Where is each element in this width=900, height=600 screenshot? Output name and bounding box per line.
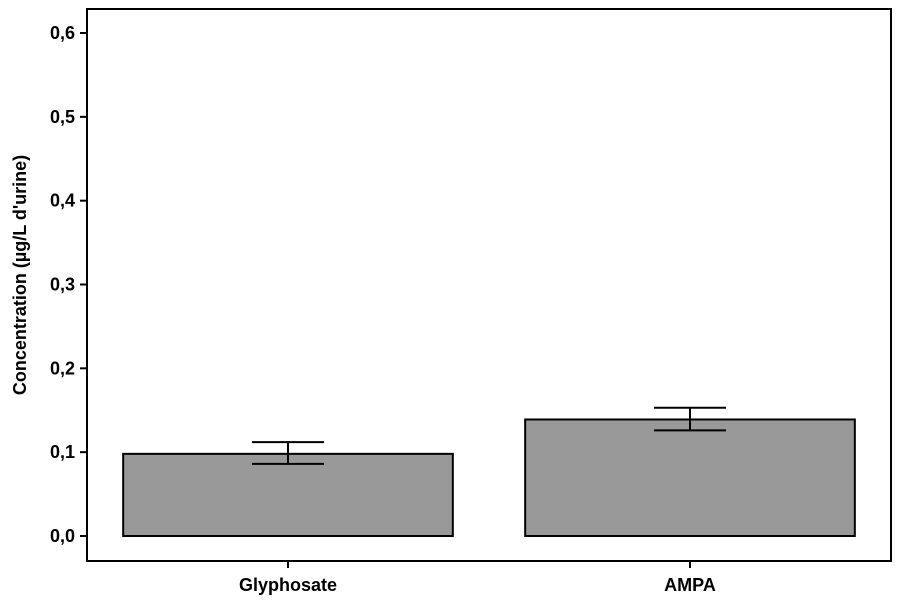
bar-ampa [524, 418, 856, 538]
x-axis: Glyphosate AMPA [239, 561, 716, 595]
y-axis: 0,0 0,1 0,2 0,3 0,4 0,5 0,6 [50, 23, 87, 546]
y-tick-label: 0,0 [50, 526, 75, 546]
x-tick-label-ampa: AMPA [664, 575, 716, 595]
plot-area [122, 406, 856, 538]
y-tick-label: 0,3 [50, 275, 75, 295]
error-bar-glyphosate [252, 441, 324, 465]
y-tick-label: 0,6 [50, 23, 75, 43]
y-tick-label: 0,1 [50, 442, 75, 462]
x-tick-label-glyphosate: Glyphosate [239, 575, 337, 595]
error-bar-ampa [654, 406, 726, 432]
y-tick-label: 0,2 [50, 358, 75, 378]
y-tick-label: 0,4 [50, 191, 75, 211]
y-axis-title: Concentration (µg/L d'urine) [10, 155, 30, 395]
y-tick-label: 0,5 [50, 107, 75, 127]
bar-glyphosate [122, 452, 454, 537]
